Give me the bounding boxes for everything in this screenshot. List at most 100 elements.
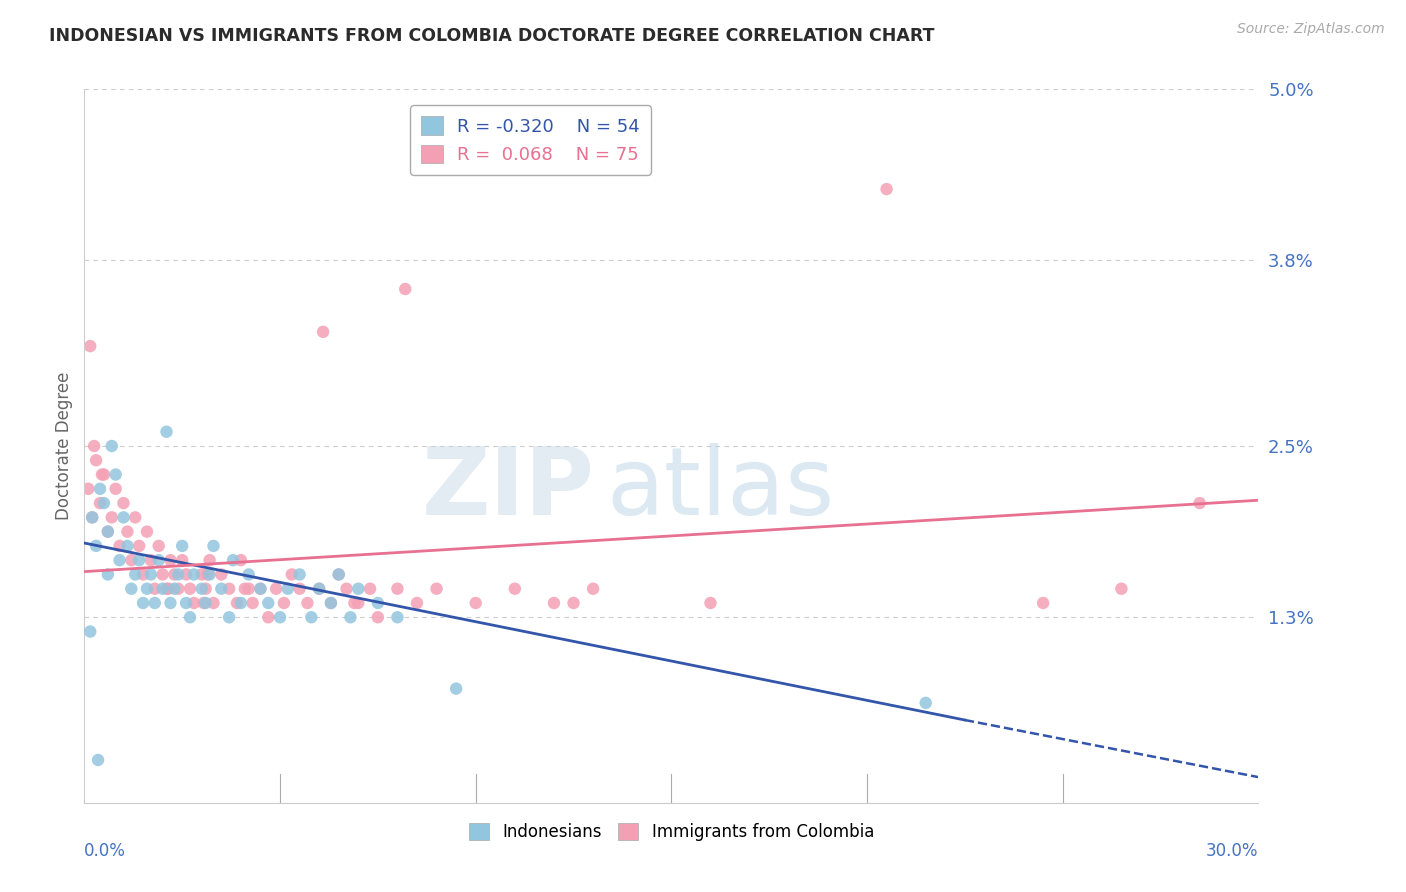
Point [312, 325, 335, 339]
Point [249, 582, 271, 596]
Point [319, 596, 342, 610]
Point [288, 567, 311, 582]
Point [183, 596, 205, 610]
Point [229, 553, 252, 567]
Point [193, 596, 215, 610]
Point [172, 539, 194, 553]
Point [191, 567, 214, 582]
Point [157, 582, 180, 596]
Point [179, 582, 201, 596]
Point [143, 596, 166, 610]
Text: INDONESIAN VS IMMIGRANTS FROM COLOMBIA DOCTORATE DEGREE CORRELATION CHART: INDONESIAN VS IMMIGRANTS FROM COLOMBIA D… [49, 27, 935, 45]
Point [308, 582, 330, 596]
Point [112, 510, 135, 524]
Point [143, 582, 166, 596]
Point [273, 596, 295, 610]
Text: atlas: atlas [607, 442, 835, 535]
Point [198, 567, 221, 582]
Y-axis label: Doctorate Degree: Doctorate Degree [55, 372, 73, 520]
Point [699, 596, 721, 610]
Point [218, 582, 240, 596]
Point [124, 567, 146, 582]
Point [148, 539, 170, 553]
Point [319, 596, 342, 610]
Point [464, 596, 486, 610]
Point [387, 610, 409, 624]
Point [91, 467, 114, 482]
Point [347, 596, 370, 610]
Point [159, 596, 181, 610]
Point [543, 596, 565, 610]
Point [876, 182, 898, 196]
Point [1032, 596, 1054, 610]
Point [194, 582, 217, 596]
Point [367, 596, 389, 610]
Point [183, 567, 205, 582]
Point [172, 553, 194, 567]
Point [100, 439, 122, 453]
Point [83, 439, 105, 453]
Point [394, 282, 416, 296]
Point [328, 567, 350, 582]
Point [218, 610, 240, 624]
Point [343, 596, 366, 610]
Point [264, 582, 287, 596]
Point [269, 610, 291, 624]
Point [87, 753, 110, 767]
Point [163, 582, 186, 596]
Text: 0.0%: 0.0% [84, 842, 127, 860]
Point [198, 553, 221, 567]
Point [288, 582, 311, 596]
Point [136, 582, 159, 596]
Point [174, 596, 197, 610]
Point [339, 610, 361, 624]
Point [257, 596, 280, 610]
Point [191, 582, 214, 596]
Point [328, 567, 350, 582]
Point [79, 339, 101, 353]
Point [249, 582, 271, 596]
Point [89, 496, 111, 510]
Point [112, 496, 135, 510]
Point [117, 524, 139, 539]
Point [93, 496, 115, 510]
Point [367, 610, 389, 624]
Point [89, 482, 111, 496]
Point [238, 582, 260, 596]
Point [174, 567, 197, 582]
Point [117, 539, 139, 553]
Point [277, 582, 299, 596]
Point [387, 582, 409, 596]
Point [1188, 496, 1211, 510]
Point [503, 582, 526, 596]
Point [444, 681, 467, 696]
Point [77, 482, 100, 496]
Point [108, 539, 131, 553]
Point [209, 567, 232, 582]
Point [297, 596, 319, 610]
Point [124, 510, 146, 524]
Point [426, 582, 449, 596]
Text: Source: ZipAtlas.com: Source: ZipAtlas.com [1237, 22, 1385, 37]
Point [97, 524, 120, 539]
Point [148, 553, 170, 567]
Point [209, 582, 232, 596]
Point [229, 596, 252, 610]
Point [128, 539, 150, 553]
Point [120, 553, 142, 567]
Point [155, 582, 177, 596]
Point [347, 582, 370, 596]
Point [139, 553, 162, 567]
Point [136, 524, 159, 539]
Point [97, 567, 120, 582]
Point [152, 567, 174, 582]
Point [163, 567, 186, 582]
Point [82, 510, 104, 524]
Point [155, 425, 177, 439]
Point [359, 582, 381, 596]
Point [914, 696, 936, 710]
Point [194, 596, 217, 610]
Point [100, 510, 122, 524]
Point [562, 596, 585, 610]
Point [167, 582, 190, 596]
